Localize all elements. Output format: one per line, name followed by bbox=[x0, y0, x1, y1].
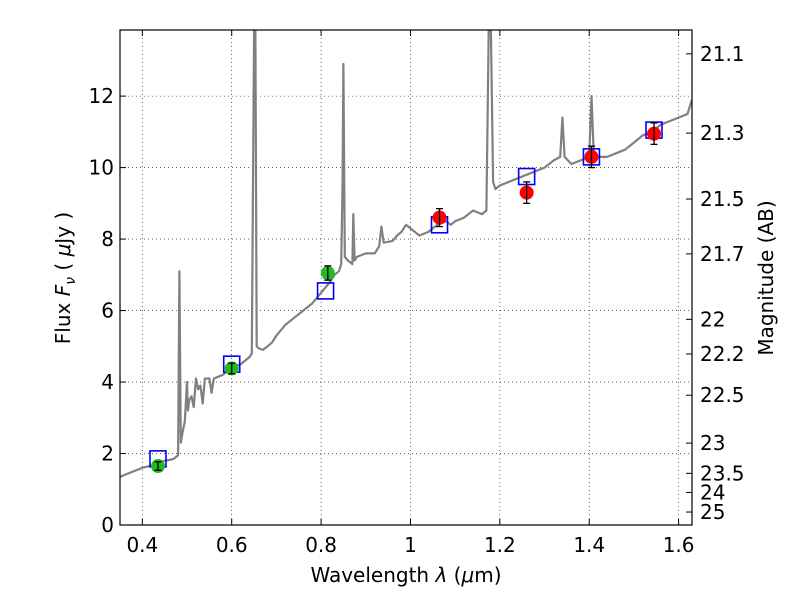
x-tick-label: 1 bbox=[404, 533, 417, 557]
x-axis-title: Wavelength λ (μm) bbox=[310, 563, 501, 587]
mag-tick-label: 22 bbox=[700, 307, 725, 331]
x-tick-label: 1.6 bbox=[663, 533, 695, 557]
y-tick-label: 4 bbox=[101, 370, 114, 394]
y-tick-label: 12 bbox=[89, 84, 114, 108]
mag-tick-label: 21.5 bbox=[700, 187, 745, 211]
model-photometry-square bbox=[316, 282, 335, 300]
spectrum-line bbox=[120, 30, 692, 478]
x-tick-label: 1.4 bbox=[573, 533, 605, 557]
mag-tick-label: 21.1 bbox=[700, 42, 745, 66]
mag-tick-label: 22.2 bbox=[700, 342, 745, 366]
y-axis-title: Flux Fν ( μJy ) bbox=[51, 212, 79, 344]
plot-frame bbox=[119, 29, 693, 526]
mag-tick-label: 25 bbox=[700, 500, 725, 524]
mag-tick-label: 21.7 bbox=[700, 242, 745, 266]
mag-tick-label: 24 bbox=[700, 480, 725, 504]
mag-tick-label: 23.5 bbox=[700, 461, 745, 485]
plot-area bbox=[120, 30, 692, 478]
data-layer bbox=[120, 30, 692, 478]
y-tick-label: 2 bbox=[101, 442, 114, 466]
axis-ticks: 0.4 0.6 0.8 1 1.2 1.4 1.602468101221.121.321.5… bbox=[89, 30, 745, 557]
y-tick-label: 6 bbox=[101, 299, 114, 323]
y-tick-label: 8 bbox=[101, 227, 114, 251]
x-tick-label: 0.8 bbox=[305, 533, 337, 557]
y2-axis-title: Magnitude (AB) bbox=[754, 200, 778, 355]
x-tick-label: 0.6 bbox=[216, 533, 248, 557]
mag-tick-label: 22.5 bbox=[700, 383, 745, 407]
x-tick-label: 1.2 bbox=[484, 533, 516, 557]
mag-tick-label: 21.3 bbox=[700, 121, 745, 145]
y-tick-label: 10 bbox=[89, 156, 114, 180]
y-tick-label: 0 bbox=[101, 513, 114, 537]
mag-tick-label: 23 bbox=[700, 431, 725, 455]
x-tick-label: 0.4 bbox=[126, 533, 158, 557]
